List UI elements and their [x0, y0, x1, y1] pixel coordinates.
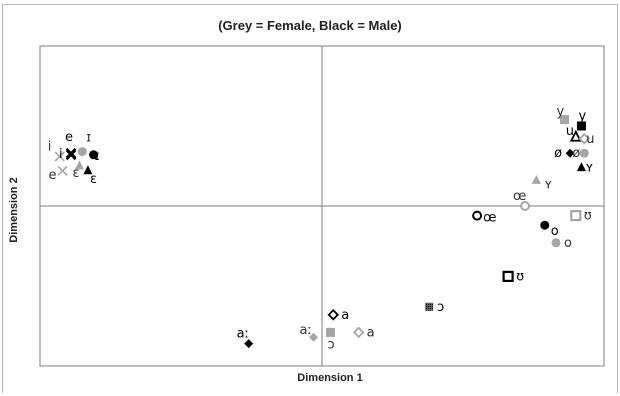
point-female-13	[579, 148, 589, 158]
point-female-6	[74, 160, 84, 170]
point-male-22	[425, 302, 434, 311]
point-label-12: ø	[554, 146, 562, 161]
point-label-4: ɪ	[86, 131, 91, 146]
point-label-22: ɔ	[437, 300, 444, 315]
point-label-1: i	[59, 147, 63, 162]
point-label-27: aː	[237, 327, 249, 342]
point-male-27	[244, 339, 254, 349]
point-label-26: aː	[300, 323, 312, 338]
point-label-13: ø	[572, 146, 580, 161]
point-male-5	[89, 150, 99, 160]
point-label-9: y	[578, 109, 586, 124]
point-male-7	[83, 165, 93, 175]
point-female-25	[325, 327, 335, 337]
point-label-10: u	[566, 124, 574, 139]
point-label-16: œ	[513, 189, 526, 204]
point-label-25: ɔ	[327, 337, 334, 352]
point-label-14: ʏ	[585, 161, 593, 176]
point-female-20	[551, 238, 561, 248]
point-female-18	[570, 210, 582, 222]
point-label-17: œ	[483, 211, 496, 226]
point-label-5: ɪ	[95, 149, 100, 164]
point-female-15	[531, 174, 541, 184]
point-label-20: o	[564, 236, 572, 251]
point-female-24	[352, 326, 365, 339]
point-male-19	[540, 220, 550, 230]
point-female-2	[57, 165, 68, 176]
chart-title: (Grey = Female, Black = Male)	[218, 18, 402, 33]
point-male-14	[576, 162, 586, 172]
point-label-18: ʊ	[584, 209, 592, 224]
point-male-1	[65, 149, 77, 161]
point-male-10	[569, 129, 582, 142]
x-axis-label: Dimension 1	[297, 372, 363, 384]
point-label-2: e	[49, 168, 57, 183]
point-female-8	[560, 115, 570, 125]
point-female-4	[77, 147, 87, 157]
point-female-26	[309, 332, 319, 342]
point-label-7: ɛ	[90, 172, 97, 187]
point-female-0	[54, 151, 65, 162]
point-label-11: u	[586, 132, 594, 147]
point-label-19: o	[551, 224, 559, 239]
point-label-15: ʏ	[544, 177, 552, 192]
point-label-24: a	[367, 325, 375, 340]
point-label-0: i	[48, 139, 52, 154]
point-male-21	[502, 270, 514, 282]
point-male-12	[565, 148, 575, 158]
point-male-17	[472, 210, 483, 221]
point-label-6: ɛ	[72, 166, 79, 181]
point-label-23: a	[341, 308, 349, 323]
point-male-23	[327, 309, 340, 321]
point-female-11	[578, 133, 591, 145]
point-label-21: ʊ	[516, 269, 524, 284]
point-female-16	[520, 201, 531, 211]
point-label-3: e	[65, 130, 73, 145]
point-label-8: y	[557, 105, 565, 120]
point-male-9	[576, 121, 586, 131]
point-male-3	[65, 147, 77, 159]
